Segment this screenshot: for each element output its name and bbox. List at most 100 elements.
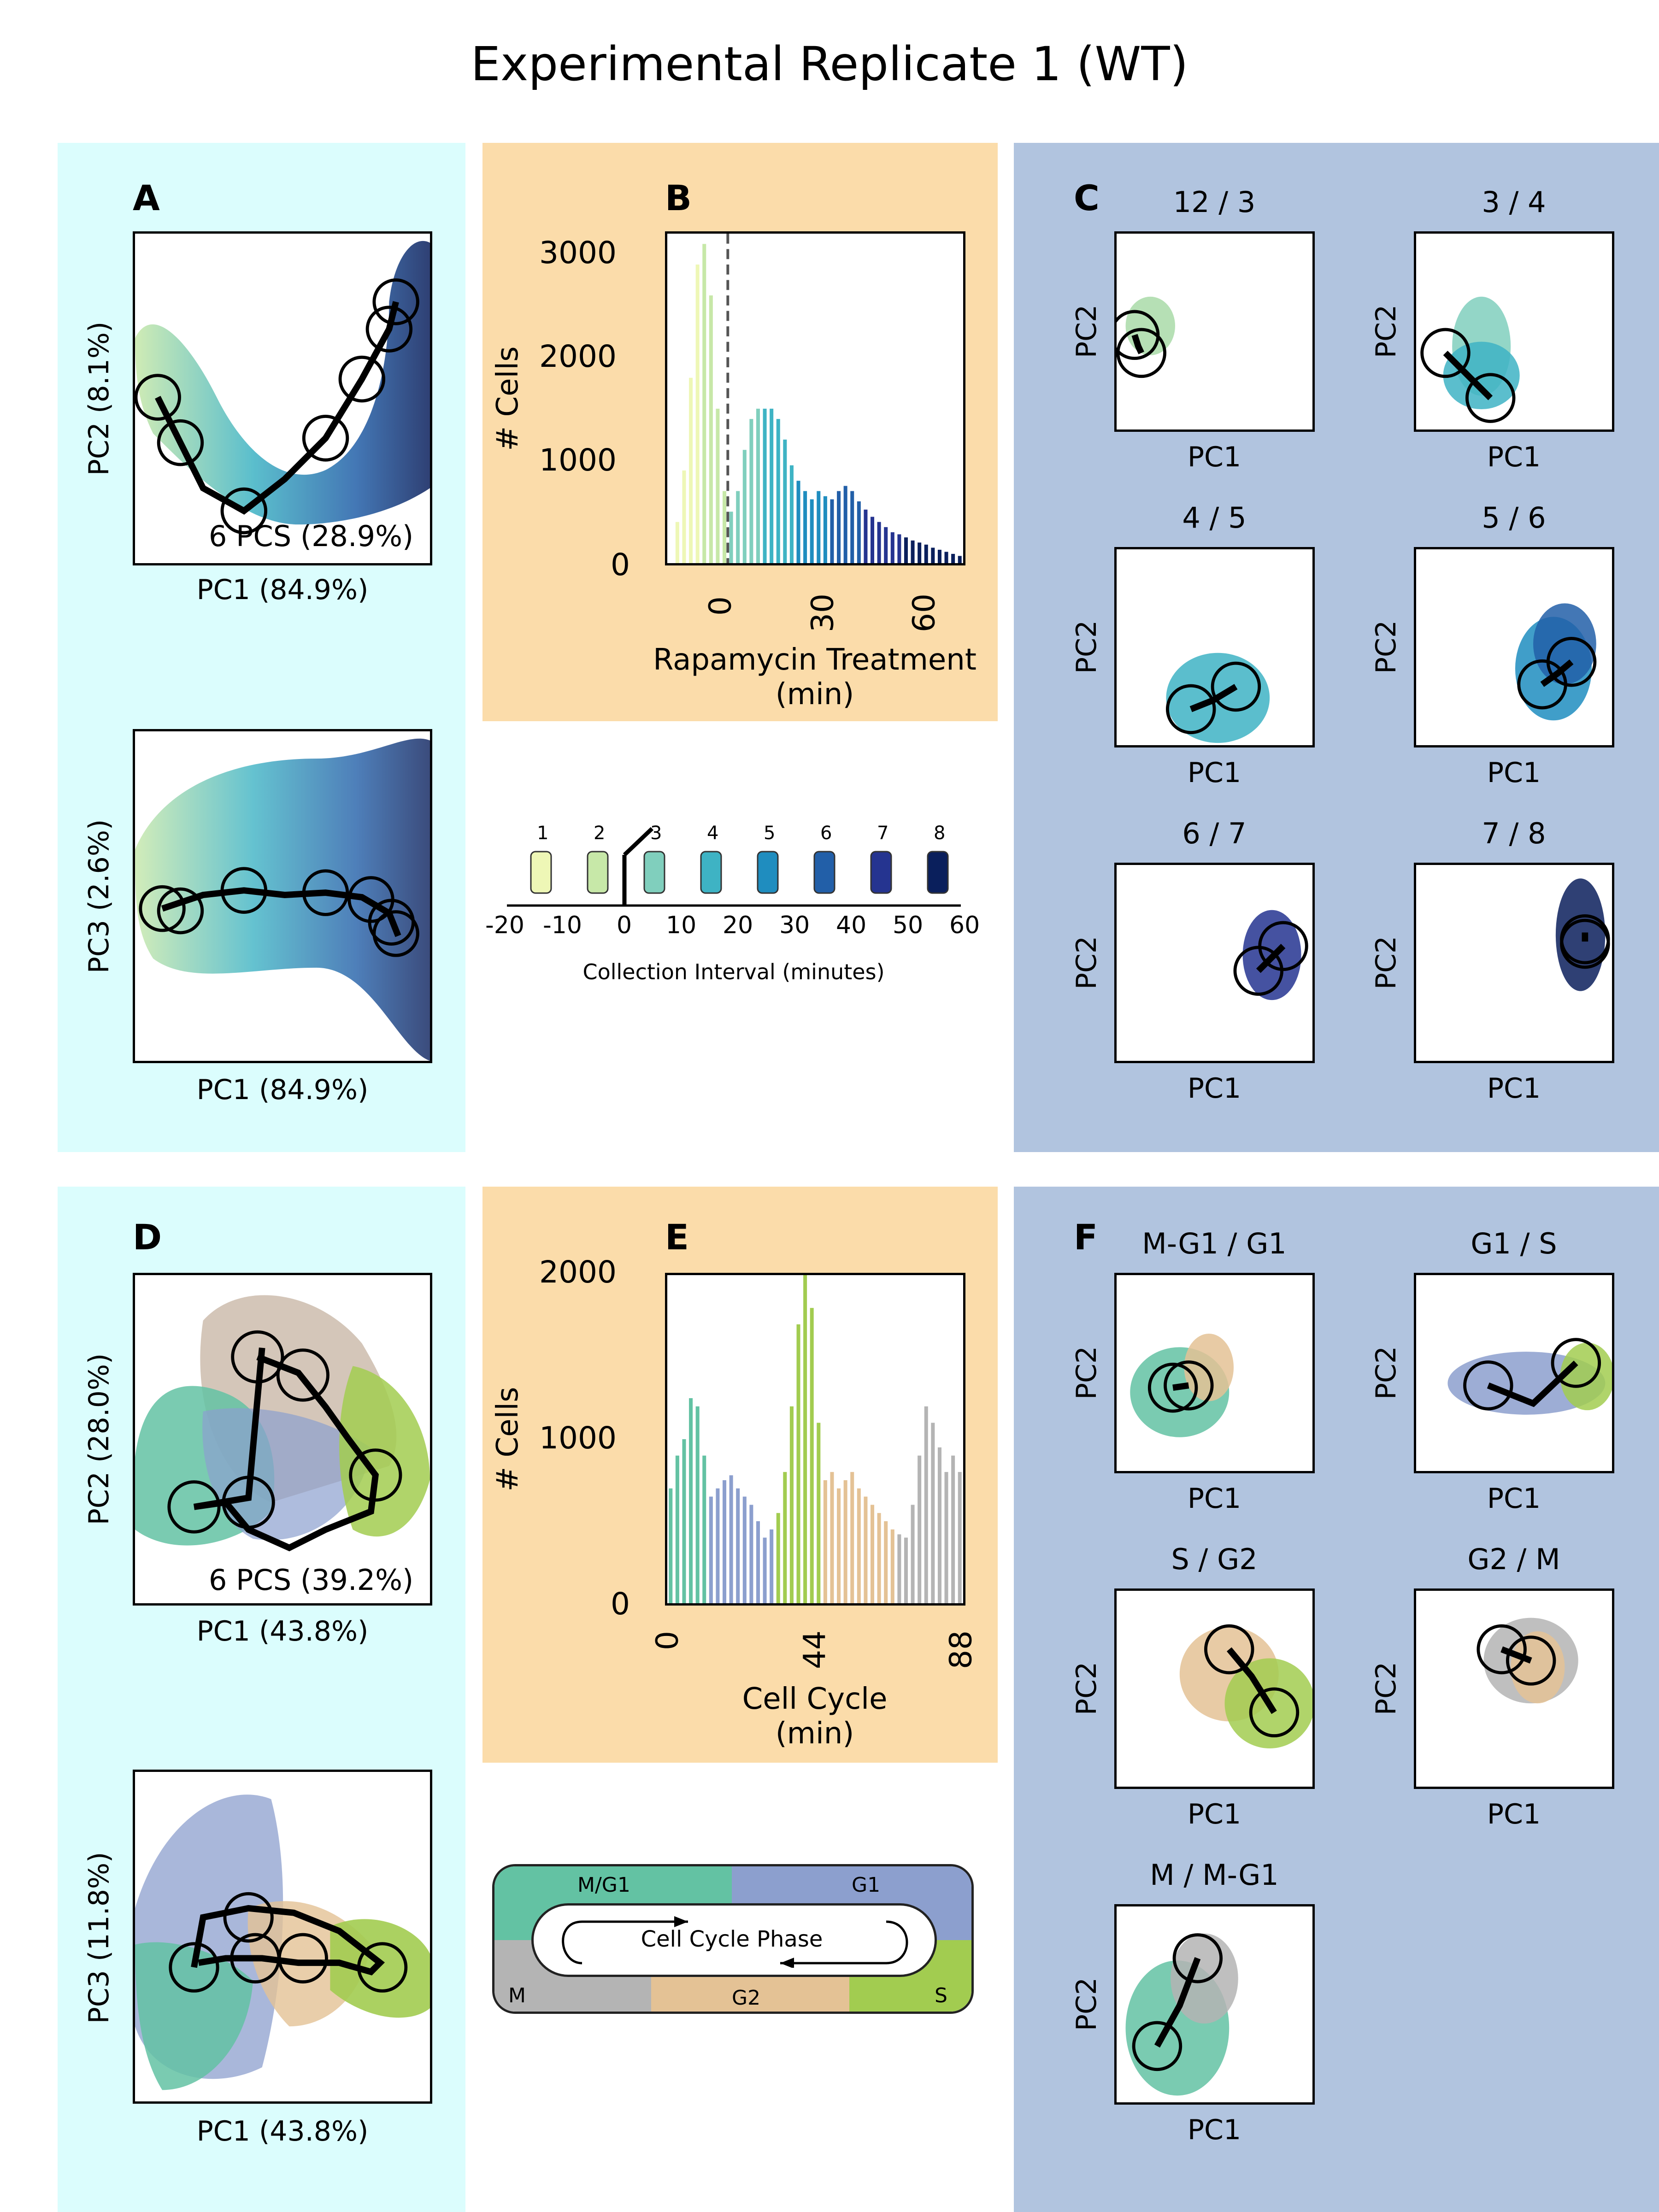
subplot-svg xyxy=(1515,603,1597,721)
centroid-marker xyxy=(1117,328,1166,378)
scatter-d-bottom xyxy=(135,1794,430,2090)
histogram-bar xyxy=(897,1534,901,1603)
timeline-xlabel: Collection Interval (minutes) xyxy=(582,959,885,984)
centroid-marker xyxy=(139,885,186,932)
histogram-bar xyxy=(837,491,841,563)
histogram-bar xyxy=(944,552,948,563)
centroid-marker xyxy=(231,1330,284,1384)
subplot-svg xyxy=(1420,296,1520,423)
centroid-marker xyxy=(1463,1360,1513,1411)
subplot-scatter xyxy=(1114,863,1315,1063)
subplot-svg xyxy=(1477,1618,1578,1704)
histogram-bar xyxy=(783,1472,787,1603)
histogram-bar xyxy=(837,1488,841,1603)
b-ytick: 0 xyxy=(611,547,630,582)
phase-label-mg1: M/G1 xyxy=(577,1873,630,1897)
histogram-bar xyxy=(709,1496,713,1603)
b-xtick: 60 xyxy=(906,594,942,632)
b-ytick: 2000 xyxy=(539,339,617,374)
subplot-scatter xyxy=(1114,1588,1315,1789)
centroid-marker xyxy=(222,1476,275,1529)
histogram-bar xyxy=(890,1529,894,1603)
tube-label: 6 xyxy=(820,823,832,844)
subplot-title: 3 / 4 xyxy=(1482,185,1546,219)
timeline-tick: 20 xyxy=(723,912,753,939)
plot-d-bottom xyxy=(133,1770,432,2104)
trajectory-line xyxy=(1154,1957,1201,2048)
scatter-a-top xyxy=(135,241,430,535)
histogram-bar xyxy=(871,1505,875,1603)
tube-label: 2 xyxy=(594,823,606,844)
timeline-tick: 50 xyxy=(893,912,924,939)
centroid-marker xyxy=(1465,373,1516,423)
subplot-title: M / M-G1 xyxy=(1150,1858,1279,1892)
centroid-marker xyxy=(277,1933,328,1984)
subplot-svg xyxy=(1447,1338,1612,1415)
subplot-title: G2 / M xyxy=(1467,1542,1560,1576)
subplot-xlabel: PC1 xyxy=(1487,1072,1541,1105)
panel-letter-a: A xyxy=(133,177,160,218)
subplot-xlabel: PC1 xyxy=(1187,2114,1241,2146)
subplot-title: 5 / 6 xyxy=(1482,501,1546,535)
annotation-a-top: 6 PCS (28.9%) xyxy=(209,519,414,553)
subplot-svg xyxy=(1179,1624,1312,1748)
centroid-marker xyxy=(157,887,204,935)
timeline-tick: 60 xyxy=(949,912,980,939)
histogram-bar xyxy=(931,1423,935,1603)
ylabel-e: # Cells xyxy=(491,1387,525,1492)
trajectory-line xyxy=(1487,1360,1578,1407)
histogram-bar xyxy=(756,408,760,563)
centroid-marker xyxy=(220,867,268,914)
tube-4 xyxy=(700,851,722,894)
ylabel-d-bottom: PC3 (11.8%) xyxy=(83,1852,115,2024)
histogram-bar xyxy=(864,1496,868,1603)
histogram-bar xyxy=(682,1439,686,1603)
panel-letter-b: B xyxy=(665,177,692,218)
histogram-bar xyxy=(951,553,955,563)
tube-3 xyxy=(643,851,665,894)
histogram-bar xyxy=(796,1324,800,1603)
subplot-scatter xyxy=(1114,547,1315,747)
histogram-bar xyxy=(770,408,774,563)
histogram-bar xyxy=(709,295,713,563)
trajectory-a-top xyxy=(155,301,399,515)
subplot-ylabel: PC2 xyxy=(1370,1346,1402,1400)
centroid-marker xyxy=(338,355,386,403)
subplot-title: 7 / 8 xyxy=(1482,817,1546,850)
histogram-bar xyxy=(723,1480,727,1603)
histogram-bar xyxy=(689,377,693,563)
histogram-bar xyxy=(770,1529,774,1603)
subplot-ylabel: PC2 xyxy=(1071,1661,1103,1716)
plot-d-top: 6 PCS (39.2%) xyxy=(133,1273,432,1606)
histogram-bar xyxy=(857,1488,861,1603)
tube-2 xyxy=(587,851,609,894)
trajectory-line xyxy=(1172,1382,1189,1391)
centroid-marker xyxy=(1164,1360,1214,1411)
tube-5 xyxy=(757,851,779,894)
histogram-bar xyxy=(857,501,861,563)
histogram-bar xyxy=(911,1505,915,1603)
histogram-bar xyxy=(702,1455,706,1603)
histogram-bar xyxy=(823,1480,827,1603)
histogram-bar xyxy=(736,1488,740,1603)
centroid-marker xyxy=(223,1892,274,1943)
tube-8 xyxy=(927,851,949,894)
histogram-bar xyxy=(884,527,888,563)
centroid-marker xyxy=(1249,1687,1300,1738)
subplot-ylabel: PC2 xyxy=(1370,304,1402,359)
histogram-bar xyxy=(871,517,875,563)
ylabel-a-bottom: PC3 (2.6%) xyxy=(83,819,115,974)
cloud-d-top-g1 xyxy=(202,1408,371,1540)
cycle-arrows-icon xyxy=(562,1916,908,1968)
figure-title: Experimental Replicate 1 (WT) xyxy=(471,37,1188,92)
phase-label-m: M xyxy=(508,1984,526,2007)
collection-timeline xyxy=(507,827,961,907)
plot-a-bottom xyxy=(133,729,432,1063)
centroid-marker xyxy=(1546,637,1597,687)
histogram-bar xyxy=(716,1488,720,1603)
histogram-bar xyxy=(803,491,807,563)
panel-letter-d: D xyxy=(133,1217,162,1258)
tube-1 xyxy=(530,851,552,894)
histogram-bar xyxy=(884,1521,888,1603)
phase-center-pill xyxy=(531,1903,937,1977)
